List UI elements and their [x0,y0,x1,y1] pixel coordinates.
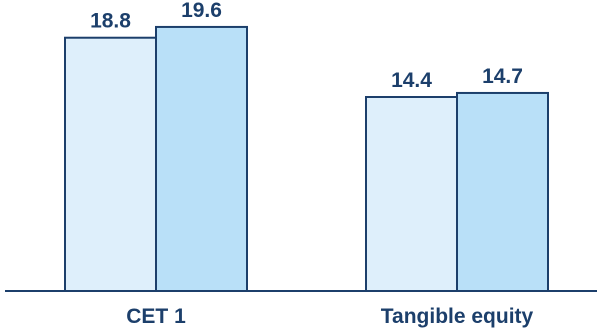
category-label-2: Tangible equity [381,305,534,328]
bar-1-2 [156,27,247,291]
value-label-1-1: 18.8 [90,10,131,33]
category-labels-group: CET 1 Tangible equity [126,305,533,328]
bar-2-2 [457,93,548,291]
bar-2-1 [366,97,457,291]
value-label-2-1: 14.4 [391,69,432,92]
value-label-1-2: 19.6 [181,0,222,22]
bar-1-1 [65,38,156,291]
value-label-2-2: 14.7 [482,65,523,88]
category-label-1: CET 1 [126,305,186,328]
bars-group [65,27,548,291]
